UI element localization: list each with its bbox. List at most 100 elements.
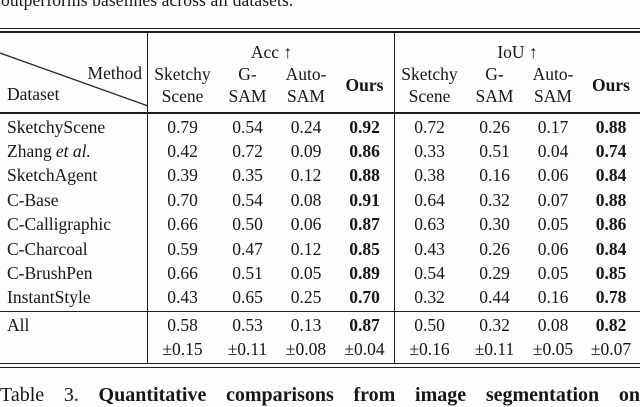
data-cell: 0.26: [479, 238, 510, 259]
table-bottom-rule-2: [0, 366, 640, 368]
summary-std-cell: ±0.11: [474, 338, 515, 359]
data-cell: 0.16: [537, 287, 569, 308]
dataset-name: SketchyScene: [7, 116, 106, 137]
dataset-label: InstantStyle: [0, 286, 148, 310]
dataset-label: SketchyScene: [0, 115, 148, 139]
data-cell: 0.59: [167, 238, 198, 259]
column-header-line1: Sketchy: [401, 64, 458, 84]
data-cell: 0.33: [414, 141, 445, 162]
data-cell: 0.30: [479, 214, 510, 235]
data-cell: 0.78: [595, 287, 627, 308]
column-header: G- SAM: [217, 33, 278, 112]
data-cell: 0.05: [537, 262, 569, 283]
data-cell: 0.54: [232, 116, 263, 137]
group-header-iou: IoU ↑: [497, 42, 538, 62]
column-header-line2: SAM: [287, 85, 325, 106]
data-cell: 0.84: [595, 165, 627, 186]
dataset-label: C-Calligraphic: [0, 213, 148, 237]
summary-label: All: [7, 315, 30, 336]
table-top-rule-1: [0, 28, 640, 30]
table-body: SketchyScene 0.79 0.54 0.24 0.92 0.72 0.26 0.17…: [0, 115, 640, 310]
summary-cell: 0.87: [349, 315, 380, 336]
dataset-name: C-Base: [7, 189, 59, 210]
data-cell: 0.88: [595, 189, 627, 210]
data-cell: 0.43: [414, 238, 445, 259]
data-cell: 0.06: [537, 238, 569, 259]
summary-cell: 0.13: [290, 315, 322, 336]
data-cell: 0.47: [232, 238, 263, 259]
column-header-line2: SAM: [475, 85, 514, 106]
column-header-line2: SAM: [534, 85, 572, 106]
results-table: Acc ↑ IoU ↑ Method Dataset Sketchy Scene G…: [0, 28, 640, 369]
summary-std-cell: ±0.15: [162, 338, 203, 359]
dataset-name: SketchAgent: [7, 165, 98, 186]
data-cell: 0.06: [290, 214, 322, 235]
summary-std-cell: ±0.16: [409, 338, 450, 359]
table-header: Acc ↑ IoU ↑ Method Dataset Sketchy Scene G…: [0, 33, 640, 112]
data-cell: 0.64: [414, 189, 445, 210]
data-cell: 0.85: [595, 262, 627, 283]
data-cell: 0.17: [537, 116, 569, 137]
dataset-name: C-Charcoal: [7, 238, 88, 259]
summary-cell: 0.50: [414, 315, 445, 336]
data-cell: 0.29: [479, 262, 510, 283]
table-bottom-rule-1: [0, 363, 640, 365]
summary-std-cell: ±0.11: [227, 338, 268, 359]
column-header: Sketchy Scene: [395, 33, 464, 112]
dataset-label: C-Charcoal: [0, 237, 148, 261]
column-header-line1: Auto-: [532, 64, 574, 84]
data-cell: 0.51: [232, 262, 263, 283]
table-summary: All 0.58 0.53 0.13 0.87 0.50 0.32 0.08 0.82 ±0.15…: [0, 314, 640, 361]
column-divider-right: [394, 33, 396, 363]
data-cell: 0.32: [414, 287, 445, 308]
column-header-line1: Sketchy: [154, 64, 211, 84]
data-cell: 0.79: [167, 116, 198, 137]
data-cell: 0.06: [537, 165, 569, 186]
data-cell: 0.08: [290, 189, 322, 210]
summary-rule: [0, 310, 640, 312]
data-cell: 0.70: [167, 189, 198, 210]
summary-cell: 0.53: [232, 315, 263, 336]
column-header-line1: Ours: [592, 74, 630, 95]
summary-cell: 0.08: [537, 315, 569, 336]
table-top-rule-2: [0, 31, 640, 33]
data-cell: 0.07: [537, 189, 569, 210]
column-header-line1: Ours: [345, 74, 384, 95]
dataset-name-italic: et al.: [55, 141, 91, 162]
summary-std-cell: ±0.08: [285, 338, 327, 359]
data-cell: 0.04: [537, 141, 569, 162]
column-header-line2: SAM: [228, 85, 267, 106]
data-cell: 0.87: [349, 214, 380, 235]
header-rule: [0, 112, 640, 114]
data-cell: 0.70: [349, 287, 380, 308]
data-cell: 0.42: [167, 141, 198, 162]
summary-cell: 0.32: [479, 315, 510, 336]
diagonal-line: [0, 52, 148, 107]
data-cell: 0.91: [349, 189, 380, 210]
column-header-line2: Scene: [408, 85, 451, 106]
group-header-acc: Acc ↑: [250, 42, 293, 62]
data-cell: 0.09: [290, 141, 322, 162]
summary-std-cell: ±0.05: [532, 338, 574, 359]
column-header: G- SAM: [464, 33, 525, 112]
data-cell: 0.39: [167, 165, 198, 186]
data-cell: 0.05: [290, 262, 322, 283]
column-header-line1: G-: [485, 64, 504, 84]
column-header: Auto- SAM: [278, 33, 334, 112]
data-cell: 0.72: [414, 116, 445, 137]
corner-cell: Method Dataset: [0, 33, 148, 112]
dataset-name: C-BrushPen: [7, 262, 93, 283]
summary-label-spacer: [0, 338, 148, 362]
summary-std-cell: ±0.07: [590, 338, 632, 359]
data-cell: 0.54: [414, 262, 445, 283]
data-cell: 0.72: [232, 141, 263, 162]
column-header: Ours: [334, 33, 395, 112]
data-cell: 0.85: [349, 238, 380, 259]
data-cell: 0.51: [479, 141, 510, 162]
dataset-name: InstantStyle: [7, 287, 91, 308]
data-cell: 0.66: [167, 214, 198, 235]
data-cell: 0.84: [595, 238, 627, 259]
summary-cell: 0.82: [595, 315, 627, 336]
column-header: Ours: [581, 33, 640, 112]
data-cell: 0.65: [232, 287, 263, 308]
